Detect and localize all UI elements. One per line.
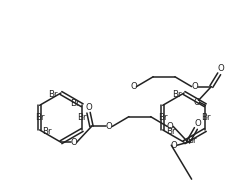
Text: O: O (171, 141, 178, 150)
Text: Br: Br (35, 113, 44, 122)
Text: Br: Br (43, 127, 52, 136)
Text: O: O (194, 119, 201, 128)
Text: O: O (191, 82, 198, 91)
Text: O: O (218, 64, 224, 73)
Text: Br: Br (158, 113, 167, 122)
Text: Br: Br (187, 136, 196, 145)
Text: O: O (130, 82, 137, 91)
Text: Br: Br (201, 113, 210, 122)
Text: O: O (193, 98, 200, 107)
Text: O: O (85, 103, 92, 112)
Text: Br: Br (172, 90, 181, 100)
Text: O: O (167, 122, 174, 131)
Text: O: O (70, 138, 77, 147)
Text: Br: Br (49, 90, 58, 100)
Text: Br: Br (70, 99, 79, 108)
Text: Br: Br (166, 127, 175, 136)
Text: Br: Br (78, 113, 87, 122)
Text: O: O (106, 122, 113, 131)
